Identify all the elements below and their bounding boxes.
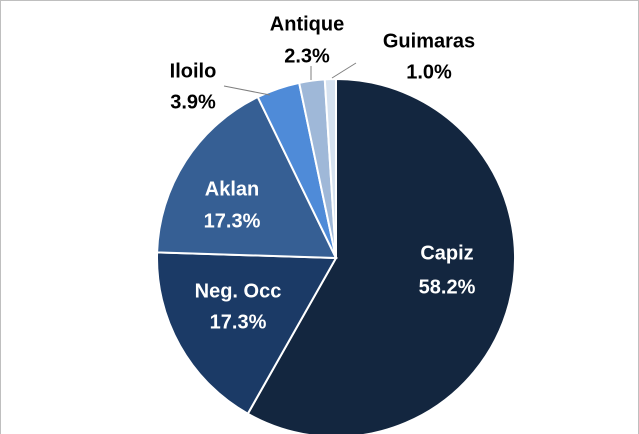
slice-value: 17.3% bbox=[210, 311, 267, 333]
slice-name: Aklan bbox=[205, 178, 259, 200]
pie bbox=[156, 77, 516, 434]
labels: Capiz 58.2% Neg. Occ 17.3% Aklan 17.3% Iloilo 3… bbox=[170, 13, 476, 333]
slice-value: 58.2% bbox=[419, 276, 476, 298]
leader-line bbox=[223, 85, 271, 96]
slice-name: Neg. Occ bbox=[195, 280, 282, 302]
pie-slice bbox=[156, 251, 338, 416]
pie-slice bbox=[156, 95, 338, 260]
slice-name: Guimaras bbox=[383, 30, 475, 52]
slice-value: 3.9% bbox=[170, 91, 216, 113]
slice-name: Antique bbox=[270, 13, 344, 35]
slice-name: Iloilo bbox=[170, 60, 217, 82]
pie-slice bbox=[323, 77, 337, 259]
pie-slice bbox=[246, 77, 516, 434]
slice-name: Capiz bbox=[420, 242, 473, 264]
slice-value: 2.3% bbox=[284, 45, 330, 67]
leader-line bbox=[331, 62, 357, 79]
slice-value: 1.0% bbox=[406, 61, 452, 83]
slice-value: 17.3% bbox=[204, 210, 261, 232]
